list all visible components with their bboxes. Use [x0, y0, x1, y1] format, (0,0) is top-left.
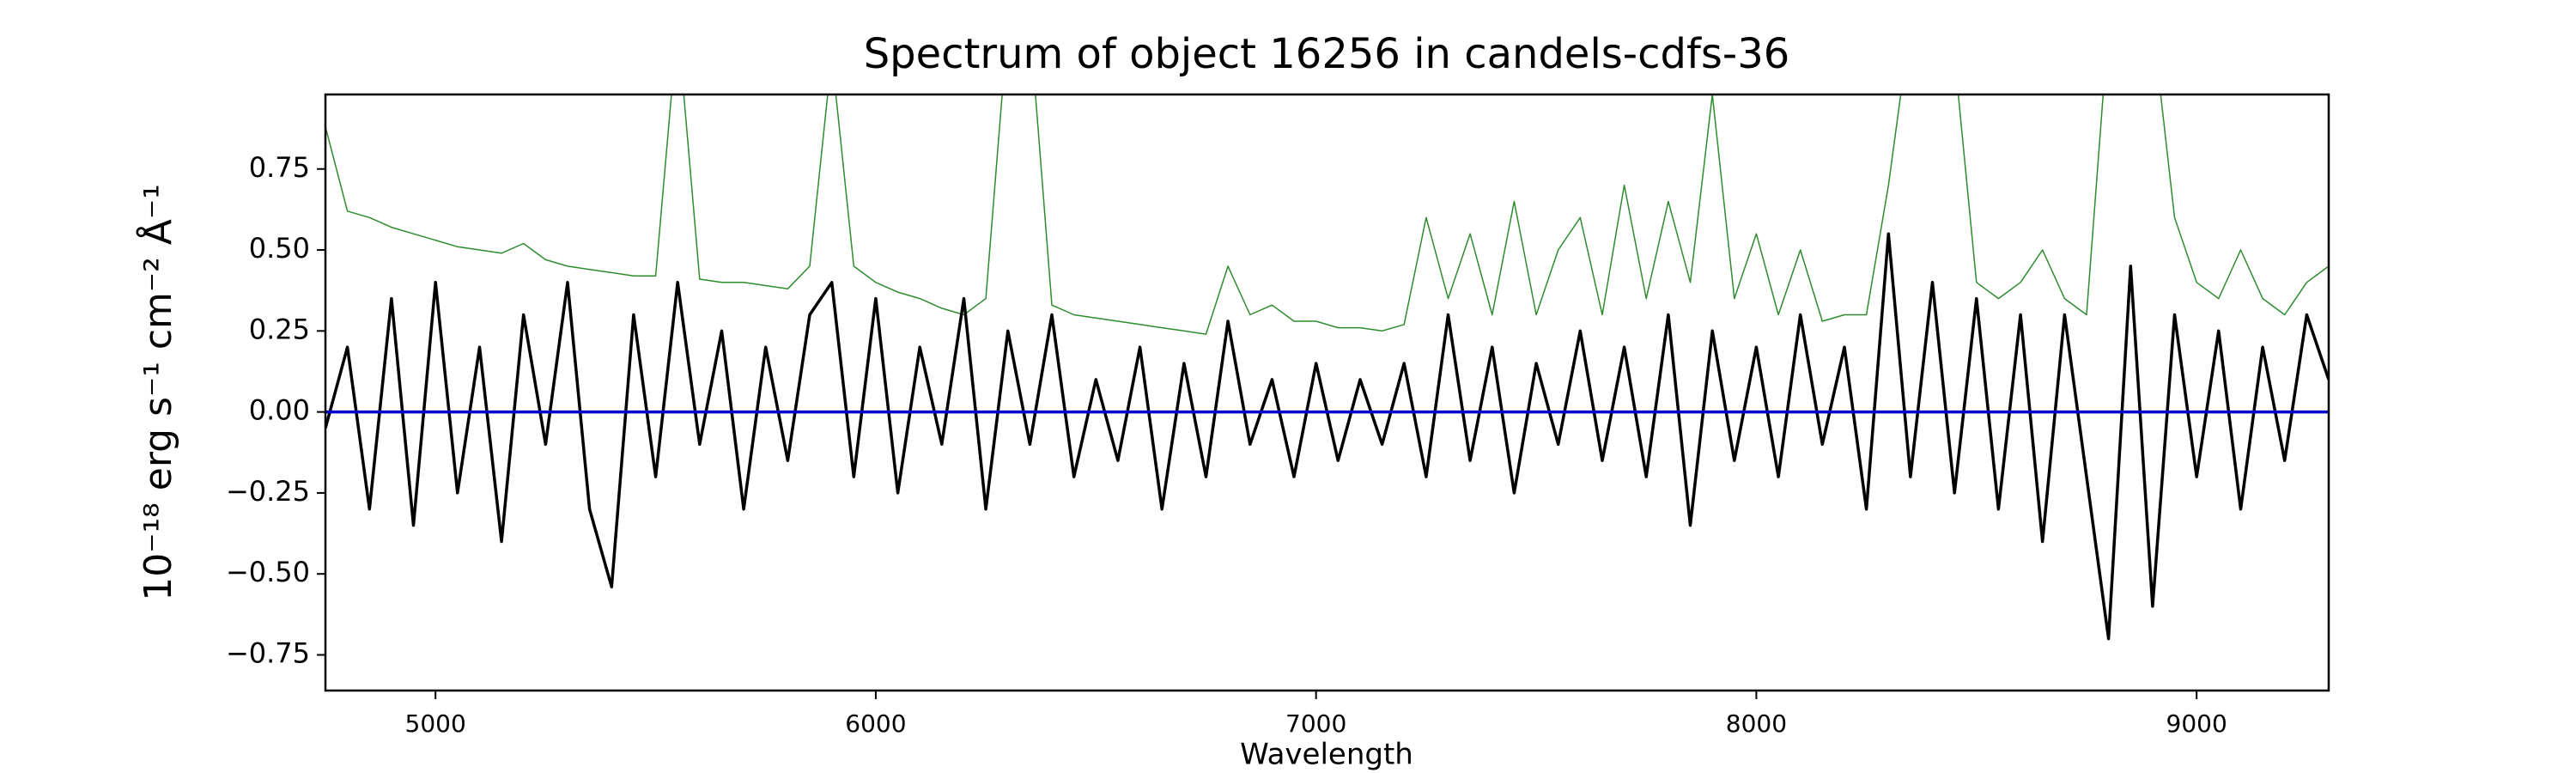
x-tick-label: 9000: [2166, 709, 2227, 738]
y-tick-label: 0.25: [249, 313, 310, 345]
plot-area: [325, 94, 2329, 641]
x-tick-label: 8000: [1726, 709, 1787, 738]
x-tick-label: 7000: [1285, 709, 1346, 738]
y-tick-label: −0.50: [226, 556, 310, 588]
spectrum-line: [325, 232, 2329, 641]
x-tick-label: 5000: [405, 709, 466, 738]
y-tick-label: −0.75: [226, 637, 310, 670]
chart-title: Spectrum of object 16256 in candels-cdfs…: [864, 30, 1790, 78]
x-tick-label: 6000: [845, 709, 906, 738]
spectrum-line: [325, 94, 2329, 335]
y-tick-label: 0.75: [249, 151, 310, 184]
x-axis-label: Wavelength: [1240, 738, 1413, 772]
axes-frame: [324, 93, 2330, 692]
y-tick-label: 0.50: [249, 232, 310, 265]
y-tick-label: 0.00: [249, 394, 310, 427]
y-axis-label: 10⁻¹⁸ erg s⁻¹ cm⁻² Å⁻¹: [135, 184, 180, 600]
y-tick-label: −0.25: [226, 475, 310, 508]
